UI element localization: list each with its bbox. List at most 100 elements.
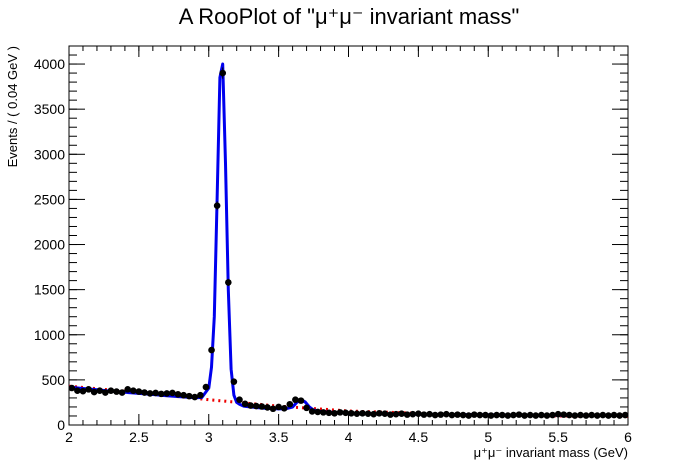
- x-tick-label: 3.5: [269, 429, 289, 445]
- data-point: [621, 411, 629, 419]
- data-point: [191, 393, 199, 401]
- data-point: [252, 402, 260, 410]
- data-point: [448, 411, 456, 419]
- y-tick-label: 4000: [34, 56, 65, 72]
- data-point: [118, 389, 126, 396]
- data-point: [493, 411, 500, 419]
- data-point: [409, 410, 417, 418]
- data-point: [504, 412, 512, 419]
- data-point: [431, 411, 439, 419]
- data-point: [610, 411, 618, 419]
- data-point: [554, 410, 562, 418]
- data-point: [264, 404, 271, 411]
- data-point: [74, 387, 81, 395]
- data-point: [258, 403, 266, 410]
- data-point: [90, 388, 98, 396]
- y-tick-label: 2000: [34, 237, 65, 253]
- data-point: [96, 387, 104, 395]
- data-point: [521, 412, 528, 419]
- data-point: [498, 411, 506, 419]
- data-point: [325, 409, 333, 417]
- data-point: [163, 390, 171, 397]
- data-point: [566, 411, 573, 419]
- y-axis: 0 500 1000 1500 2000 2500 3000 3500 4000: [34, 45, 628, 433]
- x-axis: 2 2.5 3 3.5 4 4.5 5 5.5 6: [65, 46, 632, 445]
- chart-title: A RooPlot of "μ⁺μ⁻ invariant mass": [179, 4, 520, 29]
- data-point: [124, 386, 131, 393]
- x-tick-label: 2.5: [129, 429, 149, 445]
- data-point: [157, 390, 165, 398]
- y-axis-title: Events / ( 0.04 GeV ): [5, 46, 20, 167]
- data-point: [616, 412, 623, 419]
- x-tick-label: 4.5: [409, 429, 429, 445]
- data-point: [342, 409, 350, 417]
- data-point: [314, 408, 322, 416]
- data-point: [280, 405, 288, 412]
- data-point: [308, 408, 316, 415]
- data-point: [174, 391, 182, 398]
- data-point: [381, 410, 389, 418]
- data-point: [420, 411, 428, 418]
- data-point: [347, 409, 355, 417]
- data-point: [582, 412, 590, 419]
- data-point: [375, 409, 383, 417]
- data-point: [320, 409, 327, 416]
- data-point: [571, 412, 579, 419]
- y-tick-label: 0: [57, 417, 65, 433]
- data-point: [208, 346, 215, 354]
- data-point: [146, 390, 154, 397]
- data-point: [141, 389, 148, 396]
- data-point: [236, 396, 243, 404]
- data-point: [68, 384, 76, 392]
- data-point: [185, 392, 193, 400]
- data-point: [286, 400, 294, 408]
- data-point: [107, 387, 115, 395]
- data-point: [79, 387, 87, 395]
- data-point: [269, 405, 277, 413]
- data-point: [538, 411, 545, 419]
- x-tick-label: 5: [484, 429, 492, 445]
- data-point: [113, 388, 120, 395]
- data-point: [336, 409, 344, 416]
- data-point: [359, 409, 366, 417]
- data-point: [532, 412, 540, 419]
- data-point: [599, 411, 607, 419]
- data-point: [510, 411, 517, 419]
- data-point: [353, 410, 361, 418]
- plot-frame: [68, 45, 629, 426]
- y-tick-label: 2500: [34, 191, 65, 207]
- data-point: [437, 411, 445, 418]
- data-point: [593, 412, 601, 419]
- data-point: [403, 411, 411, 418]
- data-point: [85, 386, 92, 393]
- data-point: [605, 412, 612, 419]
- x-axis-title: μ⁺μ⁻ invariant mass (GeV): [474, 445, 628, 460]
- data-point: [387, 411, 394, 418]
- data-point: [230, 378, 238, 385]
- y-tick-label: 500: [42, 372, 66, 388]
- data-point: [241, 400, 249, 408]
- data-point: [470, 411, 478, 418]
- data-point: [102, 389, 109, 396]
- data-point: [219, 69, 227, 77]
- data-point: [476, 411, 484, 419]
- data-point: [454, 411, 461, 418]
- data-point: [152, 389, 159, 397]
- data-point: [247, 402, 254, 409]
- data-point: [549, 411, 556, 419]
- data-point: [225, 279, 232, 286]
- data-point: [202, 383, 210, 391]
- data-point: [577, 411, 584, 419]
- data-point: [487, 412, 495, 419]
- data-point: [515, 411, 523, 418]
- total-fit-line: [68, 62, 629, 417]
- data-point: [303, 404, 310, 412]
- x-tick-label: 4: [345, 429, 353, 445]
- data-point: [543, 412, 551, 419]
- data-point: [415, 410, 422, 418]
- data-point: [459, 411, 467, 419]
- data-point: [180, 391, 187, 399]
- data-point: [275, 403, 282, 411]
- data-points: [68, 67, 629, 419]
